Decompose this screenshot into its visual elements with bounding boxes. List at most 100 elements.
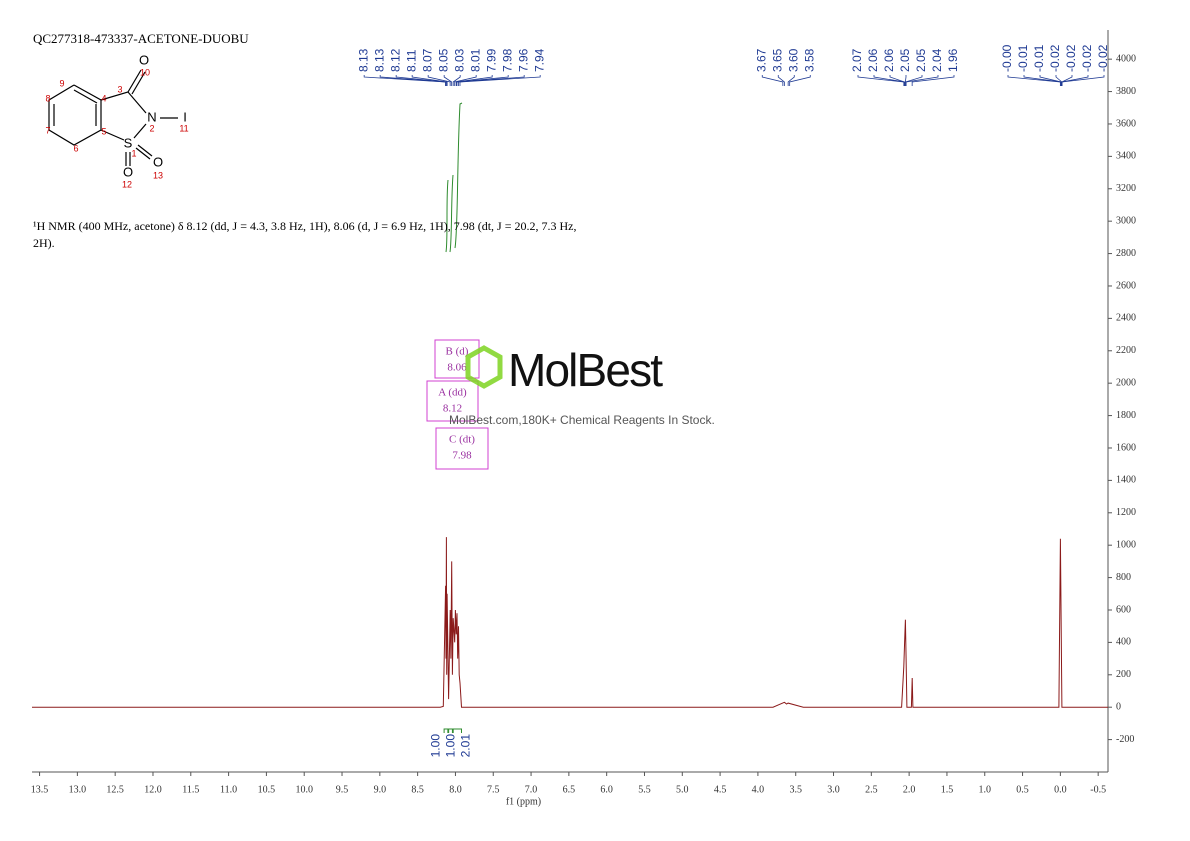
x-tick-label: 0.5: [1016, 784, 1029, 795]
peak-label: -0.02: [1080, 44, 1094, 72]
x-tick-label: 8.0: [449, 784, 462, 795]
x-tick-label: 13.0: [69, 784, 87, 795]
peak-label: -0.01: [1016, 44, 1030, 72]
peak-label: -0.01: [1032, 44, 1046, 72]
peak-label: 2.06: [882, 48, 896, 72]
x-tick-label: 12.0: [144, 784, 162, 795]
peak-label: 2.05: [898, 48, 912, 72]
x-tick-label: 1.0: [978, 784, 991, 795]
bond: [127, 69, 142, 93]
peak-connector: [1039, 75, 1062, 86]
peak-connector: [443, 75, 453, 86]
peak-connector: [456, 75, 509, 86]
ring: [48, 84, 102, 146]
x-tick-label: 4.0: [752, 784, 765, 795]
peak-label: 3.65: [770, 48, 784, 72]
integral-curve: [449, 174, 454, 253]
bond: [73, 89, 98, 104]
peak-connector: [411, 75, 448, 86]
atom-number: 12: [122, 179, 132, 189]
y-tick-label: -200: [1116, 734, 1134, 745]
integral-label: 1.00: [443, 734, 457, 758]
x-tick-label: 11.5: [182, 784, 199, 795]
atom-number: 7: [45, 125, 50, 135]
x-tick-label: -0.5: [1090, 784, 1106, 795]
peak-label: 7.98: [500, 48, 514, 72]
y-tick-label: 800: [1116, 572, 1131, 583]
peak-connector: [789, 75, 811, 86]
atom-label: O: [139, 52, 149, 67]
spectrum: [32, 537, 1108, 708]
atom-number: 11: [179, 123, 188, 133]
peak-label: 3.67: [754, 48, 768, 72]
y-tick-label: 1400: [1116, 475, 1136, 486]
y-tick-label: 1200: [1116, 507, 1136, 518]
y-tick-label: 4000: [1116, 53, 1136, 64]
y-tick-label: 3200: [1116, 183, 1136, 194]
annotation-shift: 8.06: [447, 362, 467, 374]
x-tick-label: 10.5: [258, 784, 276, 795]
integral-label: 2.01: [458, 734, 472, 758]
atom-number: 5: [101, 126, 106, 136]
annotation-shift: 8.12: [443, 403, 462, 415]
peak-connector: [1061, 75, 1105, 86]
integral-bracket: [448, 728, 453, 733]
bond: [100, 91, 147, 114]
bond: [137, 144, 153, 157]
bond: [131, 71, 146, 95]
peak-label: 2.06: [866, 48, 880, 72]
x-tick-label: 13.5: [31, 784, 49, 795]
annotation-label: C (dt): [449, 434, 475, 446]
x-tick-label: 5.5: [638, 784, 651, 795]
peak-label: 7.94: [532, 48, 546, 72]
watermark-brand: MolBest: [508, 344, 663, 396]
integral-curve: [454, 102, 463, 249]
y-tick-label: 400: [1116, 637, 1131, 648]
atom-number: 3: [117, 84, 122, 94]
peak-connector: [452, 75, 461, 86]
peak-label: -0.02: [1048, 44, 1062, 72]
annotation-shift: 7.98: [452, 450, 472, 462]
x-tick-label: 10.0: [295, 784, 313, 795]
x-tick-label: 5.0: [676, 784, 689, 795]
peak-label: 8.03: [452, 48, 466, 72]
atom-label: O: [153, 154, 163, 169]
x-tick-label: 11.0: [220, 784, 237, 795]
x-tick-label: 1.5: [941, 784, 954, 795]
peak-connector: [857, 75, 905, 86]
integral-curve: [445, 179, 449, 253]
bond: [133, 123, 147, 139]
peak-label: 8.12: [388, 48, 402, 72]
y-tick-label: 2600: [1116, 280, 1136, 291]
integral-curves: [445, 102, 463, 253]
peak-label: 8.07: [420, 48, 434, 72]
x-tick-label: 4.5: [714, 784, 727, 795]
y-tick-label: 2800: [1116, 248, 1136, 259]
peak-connector: [905, 75, 939, 86]
description: ¹H NMR (400 MHz, acetone) δ 8.12 (dd, J …: [33, 219, 577, 250]
annotation-box: [426, 380, 479, 422]
atom-label: I: [183, 109, 187, 124]
peak-label: 8.13: [356, 48, 370, 72]
x-axis-label: f1 (ppm): [506, 796, 541, 807]
peak-connector: [454, 75, 477, 86]
atom-number: 2: [149, 123, 154, 133]
peak-label: -0.02: [1096, 44, 1110, 72]
chart-title: QC277318-473337-ACETONE-DUOBU: [33, 31, 249, 46]
peak-label: 8.13: [372, 48, 386, 72]
atom-number: 9: [59, 78, 64, 88]
peak-label: 2.04: [930, 48, 944, 72]
peak-connector: [455, 75, 493, 86]
atom-number: 4: [101, 93, 106, 103]
x-tick-label: 7.0: [525, 784, 538, 795]
peak-label: 7.99: [484, 48, 498, 72]
peak-label: -0.02: [1064, 44, 1078, 72]
watermark-icon: [465, 345, 503, 389]
y-tick-label: 1800: [1116, 410, 1136, 421]
peak-connector: [395, 75, 447, 86]
x-tick-label: 9.5: [336, 784, 349, 795]
annotation-box: [434, 339, 480, 379]
y-tick-label: 3600: [1116, 118, 1136, 129]
